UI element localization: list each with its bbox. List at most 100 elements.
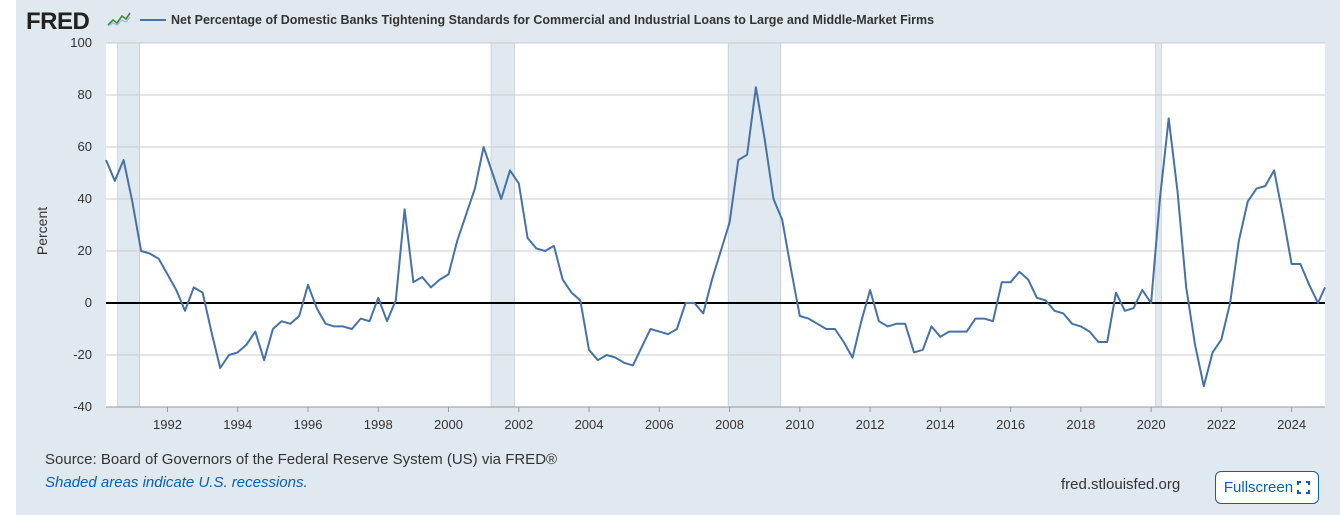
data-point[interactable] [1147,299,1155,307]
data-point[interactable] [857,317,865,325]
data-point[interactable] [761,135,769,143]
data-point[interactable] [383,317,391,325]
data-point[interactable] [1200,382,1208,390]
data-point[interactable] [1077,322,1085,330]
data-point[interactable] [462,211,470,219]
data-point[interactable] [339,322,347,330]
data-point[interactable] [567,289,575,297]
data-point[interactable] [936,333,944,341]
data-point[interactable] [1182,283,1190,291]
data-point[interactable] [866,286,874,294]
data-point[interactable] [322,320,330,328]
data-point[interactable] [1321,283,1329,291]
data-point[interactable] [805,315,813,323]
series-title[interactable]: Net Percentage of Domestic Banks Tighten… [171,13,935,27]
data-point[interactable] [181,307,189,315]
data-point[interactable] [120,156,128,164]
data-point[interactable] [1165,114,1173,122]
data-point[interactable] [849,354,857,362]
data-point[interactable] [1173,187,1181,195]
data-point[interactable] [374,294,382,302]
data-point[interactable] [980,315,988,323]
data-point[interactable] [611,354,619,362]
data-point[interactable] [243,341,251,349]
data-point[interactable] [392,296,400,304]
data-point[interactable] [313,304,321,312]
data-point[interactable] [172,286,180,294]
data-point[interactable] [796,312,804,320]
data-point[interactable] [1296,260,1304,268]
data-point[interactable] [278,317,286,325]
data-point[interactable] [778,216,786,224]
data-point[interactable] [717,247,725,255]
data-point[interactable] [594,356,602,364]
data-point[interactable] [603,351,611,359]
data-point[interactable] [1024,276,1032,284]
data-point[interactable] [1252,185,1260,193]
data-point[interactable] [1138,286,1146,294]
data-point[interactable] [1130,304,1138,312]
data-point[interactable] [207,328,215,336]
data-point[interactable] [480,143,488,151]
data-point[interactable] [576,296,584,304]
data-point[interactable] [111,177,119,185]
data-point[interactable] [822,325,830,333]
data-point[interactable] [1086,328,1094,336]
data-point[interactable] [813,320,821,328]
data-point[interactable] [1042,296,1050,304]
data-point[interactable] [1279,211,1287,219]
data-point[interactable] [418,273,426,281]
data-point[interactable] [831,325,839,333]
data-point[interactable] [348,325,356,333]
data-point[interactable] [1033,294,1041,302]
data-point[interactable] [234,348,242,356]
data-point[interactable] [190,283,198,291]
data-point[interactable] [128,198,136,206]
data-point[interactable] [919,346,927,354]
data-point[interactable] [629,361,637,369]
series-line[interactable] [105,86,1326,388]
data-point[interactable] [1288,260,1296,268]
data-point[interactable] [1314,299,1322,307]
data-point[interactable] [1270,166,1278,174]
data-point[interactable] [1261,182,1269,190]
data-point[interactable] [787,265,795,273]
data-point[interactable] [427,283,435,291]
data-point[interactable] [901,320,909,328]
data-point[interactable] [655,328,663,336]
data-point[interactable] [295,312,303,320]
data-point[interactable] [769,195,777,203]
data-point[interactable] [998,278,1006,286]
data-point[interactable] [251,328,259,336]
data-point[interactable] [453,237,461,245]
data-point[interactable] [471,185,479,193]
fullscreen-button[interactable]: Fullscreen [1215,471,1319,504]
data-point[interactable] [673,325,681,333]
data-point[interactable] [436,276,444,284]
data-point[interactable] [260,356,268,364]
site-url[interactable]: fred.stlouisfed.org [1061,476,1181,493]
data-point[interactable] [330,322,338,330]
data-point[interactable] [401,205,409,213]
data-point[interactable] [884,322,892,330]
data-point[interactable] [1112,289,1120,297]
data-point[interactable] [1244,198,1252,206]
data-point[interactable] [163,270,171,278]
data-point[interactable] [1094,338,1102,346]
data-point[interactable] [699,309,707,317]
data-point[interactable] [550,242,558,250]
data-point[interactable] [1156,195,1164,203]
data-point[interactable] [357,315,365,323]
data-point[interactable] [752,83,760,91]
data-point[interactable] [225,351,233,359]
data-point[interactable] [1217,335,1225,343]
data-point[interactable] [304,281,312,289]
data-point[interactable] [559,276,567,284]
data-point[interactable] [638,343,646,351]
data-point[interactable] [892,320,900,328]
data-point[interactable] [726,218,734,226]
data-point[interactable] [137,247,145,255]
data-point[interactable] [1209,348,1217,356]
data-point[interactable] [216,364,224,372]
data-point[interactable] [1059,309,1067,317]
